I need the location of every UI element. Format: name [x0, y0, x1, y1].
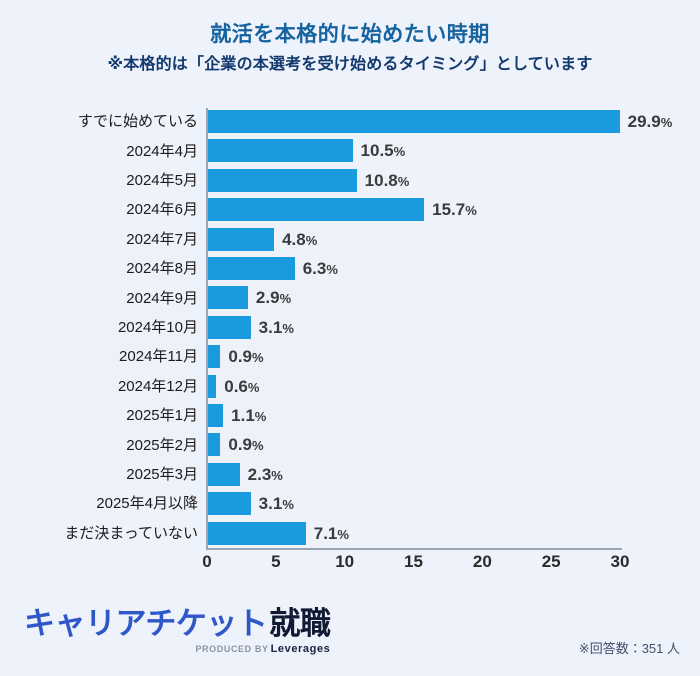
bar-value-label: 4.8% [282, 229, 318, 249]
bar [208, 110, 620, 133]
x-axis-tick-label: 30 [610, 552, 630, 571]
bar-value-label: 3.1% [258, 317, 294, 337]
bar-category-label: 2025年1月 [126, 407, 198, 425]
bar-value-label: 3.1% [258, 494, 294, 514]
bar-row: まだ決まっていない 7.1% [0, 519, 700, 548]
bar-category-label: 2024年6月 [126, 201, 198, 219]
bar-category-label: 2024年4月 [126, 142, 198, 160]
bar-chart-plot-area: すでに始めている 29.9% 2024年4月 10.5% 2024年5月 10.8% 202… [0, 104, 700, 556]
x-axis-tick-label: 15 [404, 552, 423, 571]
bar-category-label: すでに始めている [77, 113, 198, 131]
bar-category-label: 2024年7月 [126, 230, 198, 248]
bar-row: 2024年6月 15.7% [0, 195, 700, 224]
bar [208, 345, 221, 369]
bar-row: 2024年5月 10.8% [0, 166, 700, 195]
bar-and-value: 29.9% [208, 110, 672, 133]
bar-row: 2025年3月 2.3% [0, 460, 700, 489]
bar-value-label: 2.3% [247, 464, 283, 484]
bar-row: 2025年1月 1.1% [0, 401, 700, 430]
bar-value-label: 0.9% [228, 435, 264, 455]
produced-by-text: PRODUCED BY [195, 644, 269, 654]
brand-name-text: Leverages [270, 643, 331, 655]
bar-row: 2025年2月 0.9% [0, 430, 700, 459]
bar-and-value: 7.1% [208, 521, 349, 545]
chart-title: 就活を本格的に始めたい時期 [210, 23, 490, 46]
chart-header: 就活を本格的に始めたい時期 ※本格的は「企業の本選考を受け始めるタイミング」とし… [0, 0, 700, 76]
bar-category-label: 2024年5月 [126, 171, 198, 189]
bar-and-value: 6.3% [208, 257, 338, 280]
x-axis-tick-label: 5 [271, 552, 281, 571]
logo-kana-text: キャリアチケット [24, 606, 268, 641]
bar [208, 139, 353, 163]
bar-and-value: 3.1% [208, 492, 294, 516]
bar-value-label: 0.6% [224, 376, 260, 396]
bar [208, 168, 357, 192]
x-axis-tick-label: 0 [202, 552, 212, 571]
bar-value-label: 10.5% [360, 141, 406, 161]
bar-category-label: 2025年3月 [126, 465, 198, 483]
bar-row: すでに始めている 29.9% [0, 107, 700, 136]
bar-row: 2024年4月 10.5% [0, 136, 700, 165]
bar-value-label: 6.3% [302, 259, 338, 278]
respondents-note: ※回答数：351 人 [578, 641, 680, 656]
bar-row: 2024年7月 4.8% [0, 225, 700, 254]
bar-row: 2024年12月 0.6% [0, 372, 700, 401]
logo-tagline: PRODUCED BY Leverages [24, 644, 330, 655]
bar [208, 198, 425, 222]
bar-value-label: 7.1% [313, 523, 349, 543]
bar-and-value: 3.1% [208, 315, 294, 339]
bar-row: 2024年10月 3.1% [0, 313, 700, 342]
bar-category-label: 2024年10月 [117, 318, 198, 336]
bar-row: 2024年8月 6.3% [0, 254, 700, 283]
bar-row: 2024年11月 0.9% [0, 342, 700, 371]
careerticket-logo: キャリアチケット就職 PRODUCED BY Leverages [24, 606, 331, 655]
y-axis-line [206, 108, 208, 550]
bar [208, 462, 240, 486]
bar [208, 492, 251, 516]
bar-value-label: 15.7% [432, 200, 477, 220]
bar [208, 257, 295, 280]
bar-value-label: 2.9% [255, 288, 292, 308]
x-axis-tick-label: 20 [472, 552, 492, 571]
bar-category-label: 2024年9月 [126, 289, 198, 307]
chart-footer: キャリアチケット就職 PRODUCED BY Leverages ※回答数：351… [0, 596, 700, 676]
logo-kanji-text: 就職 [269, 606, 331, 641]
bar-and-value: 0.6% [208, 374, 260, 398]
bar-value-label: 29.9% [627, 112, 673, 131]
bar-and-value: 10.8% [208, 168, 410, 192]
bar-and-value: 2.3% [208, 462, 283, 486]
bar-value-label: 1.1% [231, 406, 267, 425]
bar-and-value: 0.9% [208, 433, 264, 457]
bar-and-value: 1.1% [208, 404, 266, 427]
bar-category-label: 2024年11月 [119, 348, 198, 366]
bar-and-value: 10.5% [208, 139, 406, 163]
bar-category-label: 2024年12月 [117, 377, 198, 395]
chart-subtitle: ※本格的は「企業の本選考を受け始めるタイミング」としています [107, 56, 593, 74]
bar-category-label: 2025年4月以降 [96, 495, 198, 513]
logo-wordmark: キャリアチケット就職 [24, 606, 331, 641]
bar [208, 286, 248, 310]
bar-category-label: 2025年2月 [126, 436, 198, 454]
bar-row: 2025年4月以降 3.1% [0, 489, 700, 518]
bar-and-value: 0.9% [208, 345, 264, 369]
x-axis-tick-label: 25 [541, 552, 561, 571]
bar-and-value: 15.7% [208, 198, 477, 222]
bar-category-label: まだ決まっていない [64, 524, 198, 542]
x-axis-tick-labels: 0 5 10 15 20 25 30 [0, 552, 700, 578]
bar-and-value: 4.8% [208, 227, 318, 251]
bar [208, 374, 217, 398]
bar-value-label: 0.9% [228, 347, 264, 367]
x-axis-tick-label: 10 [335, 552, 355, 571]
bar-and-value: 2.9% [208, 286, 292, 310]
bar [208, 315, 251, 339]
bar [208, 227, 275, 251]
bar-row: 2024年9月 2.9% [0, 283, 700, 312]
bar [208, 521, 306, 545]
bar [208, 433, 221, 457]
bar [208, 404, 224, 427]
bar-category-label: 2024年8月 [126, 260, 198, 278]
x-axis-line [206, 548, 622, 550]
bar-value-label: 10.8% [364, 170, 410, 190]
